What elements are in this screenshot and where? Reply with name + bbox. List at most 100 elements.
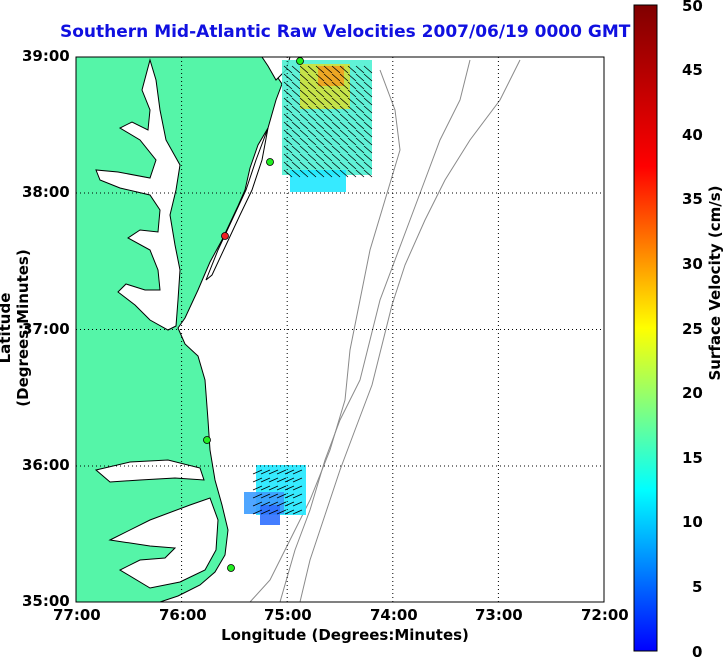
bathymetry-contour-3 bbox=[299, 59, 521, 602]
velocity-arrow bbox=[315, 121, 325, 130]
velocity-arrow bbox=[347, 121, 357, 130]
velocity-arrow bbox=[299, 105, 309, 114]
velocity-arrow bbox=[339, 153, 349, 162]
chesapeake-bay bbox=[95, 58, 181, 331]
velocity-arrow bbox=[299, 145, 309, 154]
velocity-arrow bbox=[355, 121, 365, 130]
velocity-arrow bbox=[363, 113, 373, 122]
velocity-arrow bbox=[283, 145, 293, 154]
velocity-arrow bbox=[339, 169, 349, 178]
velocity-arrow bbox=[283, 89, 293, 98]
velocity-arrow bbox=[339, 161, 349, 170]
velocity-arrow bbox=[307, 105, 317, 114]
velocity-arrow bbox=[291, 73, 301, 82]
velocity-arrow bbox=[284, 509, 295, 515]
bathymetry-contour-2 bbox=[279, 59, 471, 602]
velocity-arrow bbox=[355, 161, 365, 170]
velocity-arrow bbox=[276, 501, 287, 507]
velocity-arrow bbox=[363, 129, 373, 138]
velocity-arrow bbox=[363, 97, 373, 106]
velocity-arrow bbox=[339, 97, 349, 106]
velocity-arrow bbox=[323, 73, 333, 82]
velocity-arrow bbox=[307, 81, 317, 90]
velocity-arrow bbox=[252, 477, 263, 483]
velocity-arrow bbox=[315, 137, 325, 146]
velocity-arrow bbox=[276, 485, 287, 491]
velocity-arrow bbox=[260, 493, 271, 499]
velocity-arrow bbox=[307, 169, 317, 178]
x-tick-label: 76:00 bbox=[159, 606, 207, 624]
radar-station-marker bbox=[266, 158, 274, 166]
velocity-arrow bbox=[252, 501, 263, 507]
velocity-arrow bbox=[339, 145, 349, 154]
colorbar-tick-label: 35 bbox=[682, 190, 703, 208]
colorbar-tick-label: 50 bbox=[682, 0, 703, 15]
velocity-arrow bbox=[323, 89, 333, 98]
velocity-arrow bbox=[307, 129, 317, 138]
pamlico-sound bbox=[108, 497, 219, 589]
barrier-islands bbox=[205, 127, 269, 281]
velocity-arrow bbox=[323, 129, 333, 138]
velocity-arrow bbox=[315, 161, 325, 170]
velocity-arrow bbox=[299, 153, 309, 162]
velocity-arrow bbox=[283, 129, 293, 138]
velocity-arrow bbox=[292, 493, 303, 499]
colorbar-tick-label: 40 bbox=[682, 126, 703, 144]
velocity-arrow bbox=[347, 113, 357, 122]
x-tick-label: 72:00 bbox=[581, 606, 629, 624]
velocity-arrow bbox=[260, 477, 271, 483]
velocity-arrow bbox=[291, 169, 301, 178]
velocity-arrow bbox=[307, 97, 317, 106]
x-tick-label: 75:00 bbox=[264, 606, 312, 624]
radar-station-marker bbox=[227, 564, 235, 572]
y-tick-label: 35:00 bbox=[22, 592, 70, 610]
velocity-arrow bbox=[283, 113, 293, 122]
velocity-arrow bbox=[323, 113, 333, 122]
velocity-arrow bbox=[347, 129, 357, 138]
velocity-arrow bbox=[323, 145, 333, 154]
velocity-arrow bbox=[307, 161, 317, 170]
velocity-arrow bbox=[299, 97, 309, 106]
velocity-arrow bbox=[260, 501, 271, 507]
velocity-arrow bbox=[260, 509, 271, 515]
velocity-arrow bbox=[307, 89, 317, 98]
velocity-arrow bbox=[331, 153, 341, 162]
velocity-arrow bbox=[299, 81, 309, 90]
velocity-arrow bbox=[284, 485, 295, 491]
velocity-arrow bbox=[339, 89, 349, 98]
velocity-arrow bbox=[315, 65, 325, 74]
velocity-arrow bbox=[315, 73, 325, 82]
velocity-arrow bbox=[355, 145, 365, 154]
velocity-arrow bbox=[299, 161, 309, 170]
y-axis-label: Latitude (Degrees:Minutes) bbox=[0, 249, 32, 407]
velocity-arrow bbox=[323, 169, 333, 178]
velocity-arrow bbox=[323, 97, 333, 106]
velocity-arrow bbox=[299, 137, 309, 146]
vector-arrows-north bbox=[283, 65, 373, 178]
velocity-arrow bbox=[299, 121, 309, 130]
velocity-arrow bbox=[355, 89, 365, 98]
velocity-arrow bbox=[292, 469, 303, 475]
velocity-arrow bbox=[347, 137, 357, 146]
velocity-arrow bbox=[283, 65, 293, 74]
y-tick-label: 37:00 bbox=[22, 320, 70, 338]
velocity-arrow bbox=[339, 81, 349, 90]
velocity-arrow bbox=[284, 501, 295, 507]
velocity-arrow bbox=[331, 89, 341, 98]
colorbar bbox=[633, 4, 658, 652]
velocity-arrow bbox=[315, 89, 325, 98]
velocity-arrow bbox=[331, 113, 341, 122]
velocity-arrow bbox=[307, 73, 317, 82]
velocity-arrow bbox=[355, 137, 365, 146]
velocity-arrow bbox=[291, 89, 301, 98]
velocity-arrow bbox=[292, 477, 303, 483]
velocity-arrow bbox=[331, 169, 341, 178]
velocity-arrow bbox=[347, 81, 357, 90]
velocity-arrow bbox=[355, 129, 365, 138]
velocity-arrow bbox=[339, 65, 349, 74]
velocity-arrow bbox=[252, 493, 263, 499]
velocity-arrow bbox=[252, 485, 263, 491]
map-title: Southern Mid-Atlantic Raw Velocities 200… bbox=[60, 22, 631, 42]
velocity-arrow bbox=[363, 169, 373, 178]
plot-frame bbox=[75, 56, 605, 603]
